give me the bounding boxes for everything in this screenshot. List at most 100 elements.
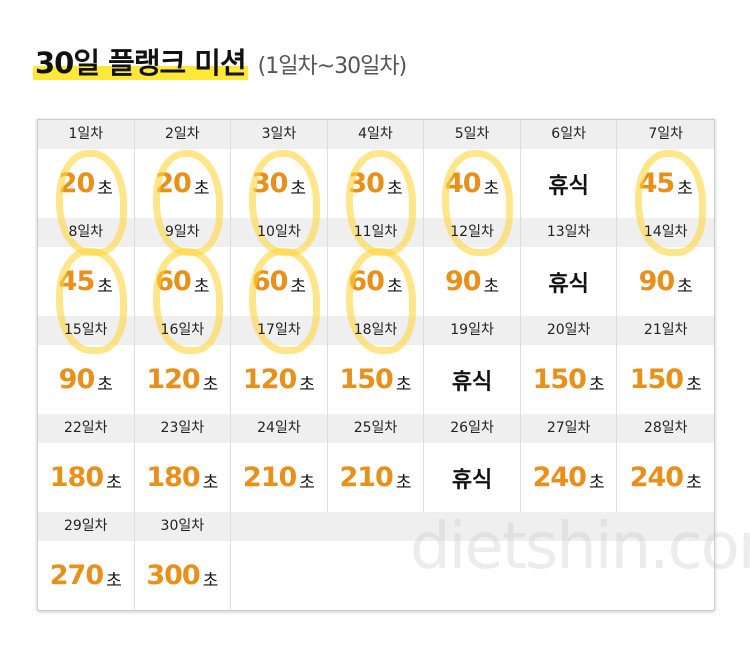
value: 60 초 [135, 247, 231, 316]
seconds: 45 [58, 266, 96, 297]
day-label: 4일차 [358, 126, 393, 142]
day-label: 19일차 [450, 322, 494, 338]
value: 90 초 [38, 345, 134, 414]
day-cell: 20일차 150 초 [521, 316, 618, 414]
day-label: 9일차 [165, 224, 200, 240]
day-cell: 14일차 90 초 [617, 218, 714, 316]
day-cell: 16일차 120 초 [135, 316, 232, 414]
value: 210 초 [328, 443, 424, 512]
value: 휴식 [521, 247, 617, 316]
seconds: 30 [251, 168, 289, 199]
unit: 초 [290, 179, 307, 199]
seconds: 240 [629, 462, 684, 493]
value: 휴식 [521, 149, 617, 218]
rest-label: 휴식 [548, 271, 589, 297]
day-cell: 9일차 60 초 [135, 218, 232, 316]
day-cell: 10일차 60 초 [231, 218, 328, 316]
header-strip [38, 512, 714, 541]
day-label: 20일차 [546, 322, 591, 338]
header-strip [38, 414, 714, 443]
unit: 초 [97, 375, 113, 395]
seconds: 150 [339, 364, 393, 395]
seconds: 20 [155, 168, 192, 199]
value: 60 초 [328, 247, 424, 316]
day-cell: 18일차 150 초 [328, 316, 425, 414]
value: 120 초 [135, 345, 231, 414]
day-label: 14일차 [643, 224, 688, 240]
day-cell: 1일차 20 초 [38, 120, 135, 218]
day-label: 24일차 [257, 420, 301, 436]
seconds: 60 [348, 266, 385, 297]
title: 30일 플랭크 미션 [33, 40, 248, 82]
unit: 초 [395, 473, 412, 493]
seconds: 270 [49, 560, 104, 591]
day-cell: 23일차 180 초 [135, 414, 232, 512]
seconds: 210 [242, 462, 297, 493]
unit: 초 [483, 277, 500, 297]
seconds: 180 [146, 462, 200, 493]
unit: 초 [299, 473, 315, 493]
seconds: 210 [339, 462, 393, 493]
day-label: 6일차 [551, 126, 586, 142]
day-label: 8일차 [68, 224, 104, 240]
day-cell: 24일차 210 초 [231, 414, 328, 512]
header: 30일 플랭크 미션 (1일차~30일차) [33, 40, 408, 84]
day-cell: 28일차 240 초 [617, 414, 714, 512]
seconds: 150 [532, 364, 587, 395]
day-cell: 13일차 휴식 [521, 218, 618, 316]
rest-label: 휴식 [451, 467, 493, 493]
seconds: 40 [444, 168, 482, 199]
unit: 초 [202, 571, 219, 591]
day-label: 29일차 [63, 518, 108, 534]
day-label: 27일차 [546, 420, 591, 436]
unit: 초 [588, 473, 605, 493]
seconds: 90 [58, 364, 96, 395]
header-strip [38, 120, 714, 149]
unit: 초 [106, 473, 122, 493]
unit: 초 [202, 375, 219, 395]
day-label: 18일차 [353, 322, 398, 338]
value: 90 초 [617, 247, 714, 316]
plank-table: 1일차 20 초 2일차 20 초 3일차 30 초 4일차 30 초 5일차 40 초 6일차 휴식 7일차 45… [37, 119, 715, 611]
unit: 초 [677, 277, 693, 297]
day-label: 22일차 [63, 420, 108, 436]
unit: 초 [386, 179, 403, 199]
value: 60 초 [231, 247, 327, 316]
value: 150 초 [617, 345, 714, 414]
day-label: 30일차 [160, 518, 205, 534]
value: 45 초 [38, 247, 134, 316]
value: 40 초 [424, 149, 520, 218]
value: 210 초 [231, 443, 327, 512]
value: 150 초 [328, 345, 424, 414]
seconds: 240 [532, 462, 587, 493]
day-cell: 27일차 240 초 [521, 414, 618, 512]
seconds: 180 [49, 462, 104, 493]
value: 180 초 [38, 443, 134, 512]
day-label: 2일차 [165, 126, 200, 142]
header-strip [38, 218, 714, 247]
unit: 초 [677, 179, 693, 199]
subtitle: (1일차~30일차) [257, 54, 408, 79]
day-cell: 11일차 60 초 [328, 218, 425, 316]
day-label: 1일차 [68, 126, 104, 142]
value: 120 초 [231, 345, 327, 414]
day-label: 25일차 [353, 420, 398, 436]
day-label: 26일차 [450, 420, 494, 436]
watermark: dietshin.com [410, 510, 750, 584]
day-cell: 21일차 150 초 [617, 316, 714, 414]
seconds: 20 [58, 168, 96, 199]
day-label: 15일차 [63, 322, 108, 338]
day-label: 17일차 [257, 322, 301, 338]
day-cell: 17일차 120 초 [231, 316, 328, 414]
seconds: 90 [444, 266, 482, 297]
day-label: 23일차 [160, 420, 205, 436]
rest-label: 휴식 [548, 173, 589, 199]
seconds: 30 [348, 168, 385, 199]
unit: 초 [106, 571, 122, 591]
day-cell: 29일차 270 초 [38, 512, 135, 610]
day-cell: 30일차 300 초 [135, 512, 232, 610]
day-label: 12일차 [450, 224, 494, 240]
day-cell: 25일차 210 초 [328, 414, 425, 512]
